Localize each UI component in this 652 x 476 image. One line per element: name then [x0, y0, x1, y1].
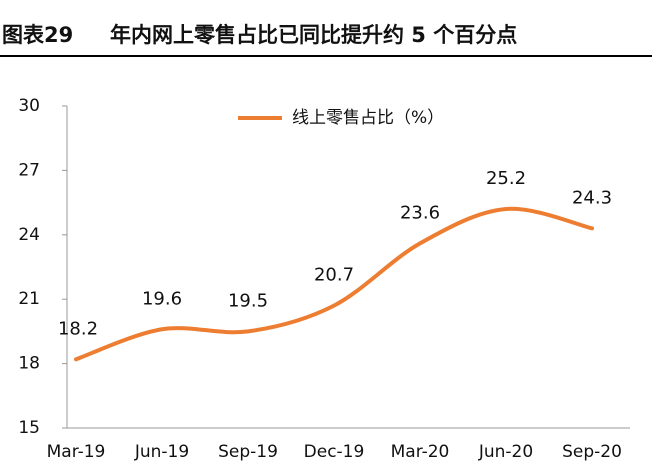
- data-label: 18.2: [58, 318, 98, 339]
- data-label: 23.6: [400, 202, 440, 223]
- y-tick-label: 21: [18, 289, 40, 309]
- x-tick-label: Dec-19: [304, 442, 365, 462]
- y-tick-label: 30: [18, 96, 40, 116]
- y-tick-label: 27: [18, 160, 40, 180]
- data-label: 25.2: [486, 168, 526, 189]
- data-label: 20.7: [314, 265, 354, 286]
- data-label: 19.6: [142, 288, 182, 309]
- x-tick-label: Mar-19: [47, 442, 106, 462]
- x-tick-label: Mar-20: [391, 442, 450, 462]
- x-tick-label: Sep-19: [218, 442, 278, 462]
- data-label: 24.3: [572, 187, 612, 208]
- x-tick-label: Sep-20: [562, 442, 622, 462]
- data-label: 19.5: [228, 290, 268, 311]
- x-tick-label: Jun-19: [134, 442, 189, 462]
- y-tick-label: 18: [18, 354, 40, 374]
- y-tick-label: 24: [18, 225, 40, 245]
- chart-title: 年内网上零售占比已同比提升约 5 个百分点: [110, 23, 517, 47]
- line: [74, 206, 594, 362]
- figure-label: 图表29: [2, 23, 73, 47]
- x-tick-label: Jun-20: [478, 442, 533, 462]
- legend-label: 线上零售占比（%）: [292, 108, 444, 128]
- y-tick-label: 15: [18, 418, 40, 438]
